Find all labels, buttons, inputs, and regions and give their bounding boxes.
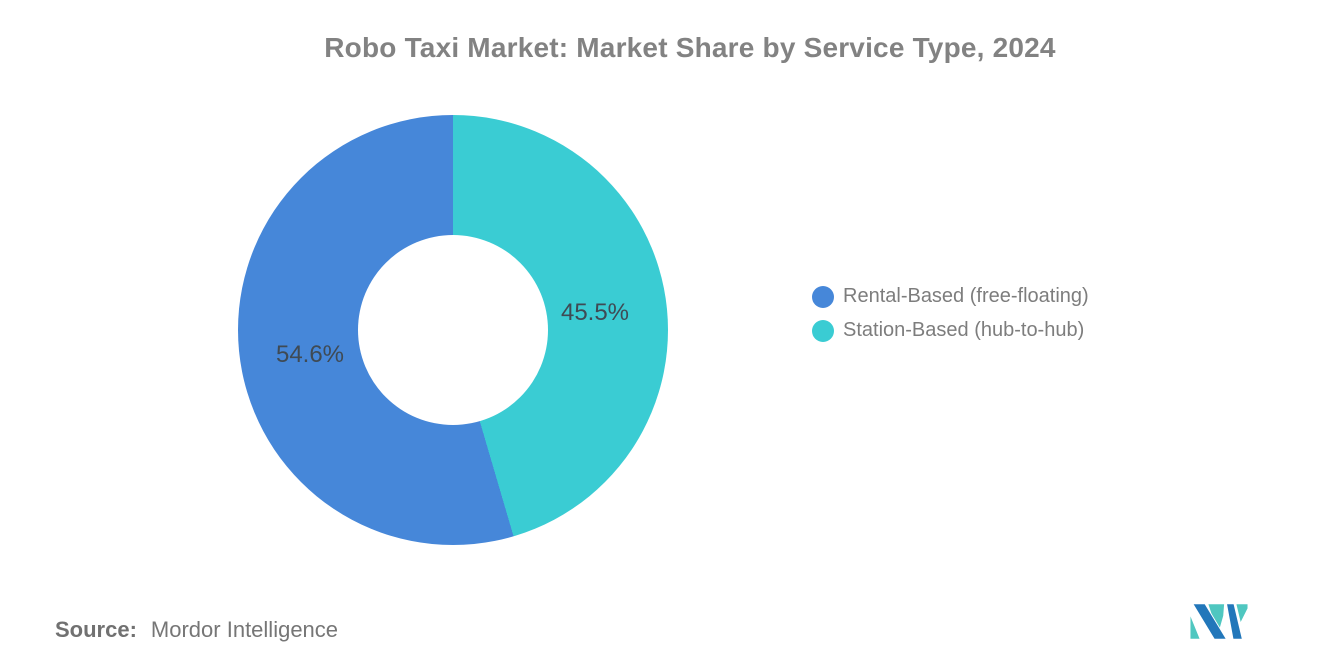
legend-marker-rental-icon	[812, 285, 834, 308]
slice-label-rental-based: 54.6%	[275, 341, 345, 368]
source-label: Source:	[55, 617, 137, 642]
legend-item-rental-based[interactable]: Rental-Based (free-floating)	[812, 285, 1089, 308]
source-value: Mordor Intelligence	[150, 617, 339, 642]
legend-label-rental-based: Rental-Based (free-floating)	[843, 285, 1089, 307]
legend: Rental-Based (free-floating) Station-Bas…	[812, 285, 1089, 342]
legend-marker-station-icon	[812, 319, 834, 342]
legend-label-station-based: Station-Based (hub-to-hub)	[843, 319, 1085, 341]
mordor-intelligence-logo	[1190, 603, 1248, 640]
legend-item-station-based[interactable]: Station-Based (hub-to-hub)	[812, 319, 1089, 342]
donut-hole	[358, 235, 548, 425]
slice-label-station-based: 45.5%	[560, 299, 630, 326]
donut-chart[interactable]	[238, 115, 668, 545]
chart-title: Robo Taxi Market: Market Share by Servic…	[324, 32, 1056, 63]
source-line: Source: Mordor Intelligence	[55, 617, 338, 643]
